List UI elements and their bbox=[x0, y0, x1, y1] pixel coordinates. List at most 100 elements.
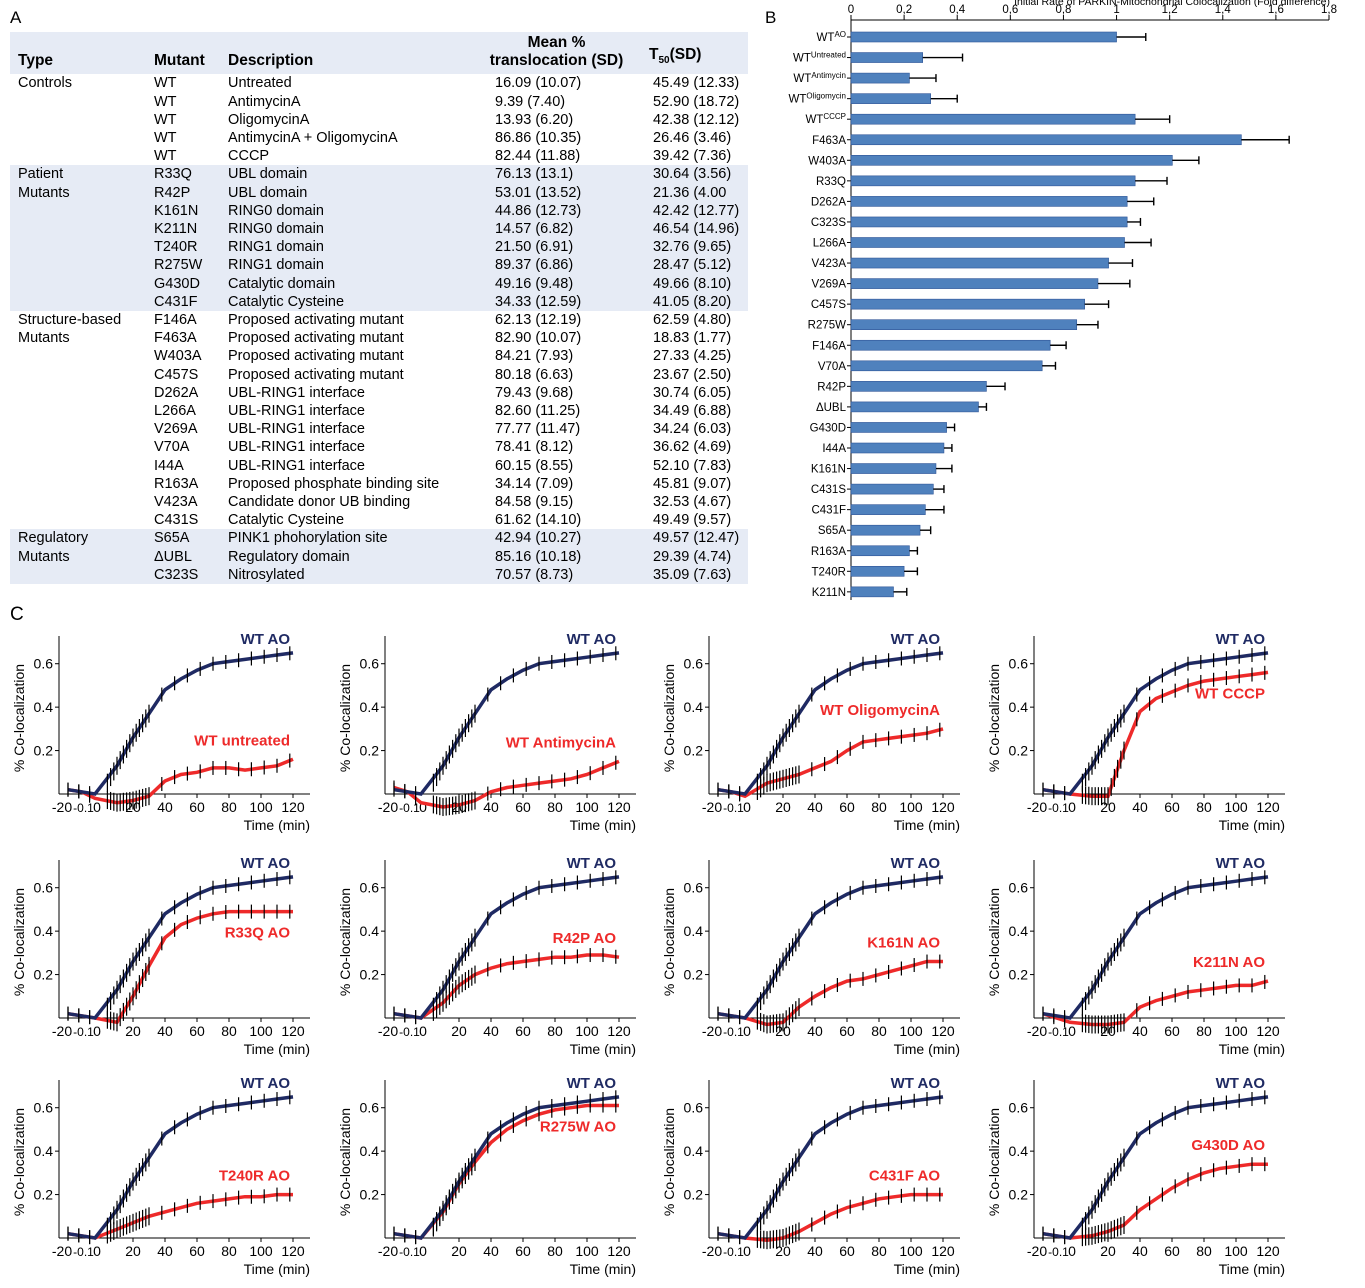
mutant-cell: ΔUBL bbox=[154, 547, 228, 566]
y-tick-label: 0.2 bbox=[1009, 743, 1029, 759]
table-row: W403A Proposed activating mutant 84.21 (7.… bbox=[10, 347, 748, 365]
x-tick-label: 120 bbox=[281, 799, 305, 815]
mutant-cell: R33Q bbox=[154, 165, 228, 184]
type-cell bbox=[10, 565, 154, 585]
x-tick-label: 120 bbox=[607, 1243, 631, 1259]
x-tick-label: 0,8 bbox=[1055, 4, 1071, 16]
x-tick-label: 0,4 bbox=[949, 4, 966, 16]
category-label: WTOligomycin bbox=[789, 92, 846, 106]
x-tick-label: 40 bbox=[807, 799, 823, 815]
mutant-series-line bbox=[393, 953, 620, 1020]
mutant-cell: G430D bbox=[154, 274, 228, 293]
mean-translocation-cell: 85.16 (10.18) bbox=[468, 547, 645, 566]
t50-cell: 52.90 (18.72) bbox=[653, 93, 740, 110]
x-tick-label: -0.1 bbox=[399, 801, 420, 815]
x-tick-label: 60 bbox=[1164, 1023, 1180, 1039]
wt-ao-series-line bbox=[67, 651, 294, 796]
timecourse-plot: 0.20.40.6% Co-localization-20 -0.1 0 20 40 60… bbox=[337, 631, 636, 833]
y-tick-label: 0.4 bbox=[34, 699, 54, 715]
mutant-cell: C431F bbox=[154, 292, 228, 312]
description-cell: Untreated bbox=[228, 75, 292, 92]
x-tick-label: 40 bbox=[1132, 1243, 1148, 1259]
x-tick-label: 120 bbox=[1256, 1243, 1280, 1259]
x-tick-label: 80 bbox=[1196, 1023, 1212, 1039]
description-cell: Regulatory domain bbox=[228, 547, 468, 566]
mutant-cell: V269A bbox=[154, 421, 198, 438]
y-tick-label: 0.2 bbox=[34, 743, 54, 759]
wt-ao-series-label: WT AO bbox=[1216, 1075, 1266, 1092]
type-cell bbox=[10, 93, 154, 111]
table-row: Mutants ΔUBL Regulatory domain 85.16 (10.18… bbox=[10, 547, 748, 566]
y-tick-label: 0.6 bbox=[1009, 880, 1029, 896]
x-tick-label: 120 bbox=[607, 1023, 631, 1039]
x-tick-label: -0.1 bbox=[73, 1245, 94, 1259]
timecourse-plot: 0.20.40.6% Co-localization-20 -0.1 0 20 40 60… bbox=[661, 1075, 960, 1277]
description-cell: UBL domain bbox=[228, 183, 468, 202]
mean-translocation-cell: 34.14 (7.09) bbox=[495, 475, 574, 492]
header-t50: T50(SD) bbox=[645, 32, 748, 75]
description-cell: UBL domain bbox=[228, 165, 468, 184]
category-label: C323S bbox=[811, 217, 846, 229]
x-tick-label: -20 bbox=[52, 1243, 72, 1259]
x-tick-label: -20 bbox=[378, 799, 398, 815]
description-cell: RING0 domain bbox=[228, 220, 468, 239]
category-label: K211N bbox=[812, 587, 846, 599]
timecourse-plot: 0.20.40.6% Co-localization-20 -0.1 0 20 40 60… bbox=[11, 855, 310, 1057]
y-axis-title: % Co-localization bbox=[337, 664, 353, 772]
table-row: T240R RING1 domain 21.50 (6.91) 32.76 (9.65… bbox=[10, 238, 748, 257]
bar bbox=[850, 483, 934, 495]
mutant-series-label: C431F AO bbox=[869, 1168, 940, 1185]
wt-ao-series-label: WT AO bbox=[241, 855, 291, 872]
y-tick-label: 0.4 bbox=[360, 699, 380, 715]
type-cell bbox=[10, 238, 154, 257]
x-tick-label: 120 bbox=[1256, 799, 1280, 815]
category-label: V423A bbox=[811, 258, 846, 270]
type-cell: Controls bbox=[18, 75, 72, 92]
mutant-cell: T240R bbox=[154, 238, 228, 257]
type-cell bbox=[10, 384, 154, 402]
category-label: WTAntimycin bbox=[793, 71, 846, 85]
timecourse-plot: 0.20.40.6% Co-localization-20 -0.1 0 20 40 60… bbox=[986, 631, 1285, 833]
header-mutant: Mutant bbox=[154, 32, 228, 75]
x-tick-label: 100 bbox=[899, 1023, 923, 1039]
mean-translocation-cell: 34.33 (12.59) bbox=[468, 292, 645, 312]
description-cell: PINK1 phohorylation site bbox=[228, 529, 468, 548]
mean-translocation-cell: 89.37 (6.86) bbox=[468, 256, 645, 275]
x-tick-label: 80 bbox=[1196, 799, 1212, 815]
t50-cell: 32.53 (4.67) bbox=[653, 494, 732, 511]
t50-cell: 30.74 (6.05) bbox=[653, 384, 732, 401]
t50-cell: 41.05 (8.20) bbox=[645, 292, 748, 312]
table-row: Patient R33Q UBL domain 76.13 (13.1) 30.64 (… bbox=[10, 165, 748, 184]
x-tick-label: -20 bbox=[1027, 1243, 1047, 1259]
y-tick-label: 0.2 bbox=[684, 967, 704, 983]
description-cell: Catalytic Cysteine bbox=[228, 292, 468, 312]
y-tick-label: 0.2 bbox=[1009, 967, 1029, 983]
t50-cell: 39.42 (7.36) bbox=[653, 148, 732, 165]
y-axis-title: % Co-localization bbox=[11, 888, 27, 996]
table-row: V423A Candidate donor UB binding 84.58 (9.… bbox=[10, 493, 748, 511]
x-tick-label: 40 bbox=[157, 1243, 173, 1259]
y-tick-label: 0.4 bbox=[1009, 1143, 1029, 1159]
table-row: WT OligomycinA 13.93 (6.20) 42.38 (12.12) bbox=[10, 111, 748, 129]
wt-ao-series-line bbox=[67, 875, 294, 1020]
x-axis-title: Time (min) bbox=[894, 817, 960, 833]
x-tick-label: 120 bbox=[931, 799, 955, 815]
category-label: WTCCCP bbox=[805, 112, 846, 126]
type-cell bbox=[10, 493, 154, 511]
x-tick-label: 100 bbox=[249, 1243, 273, 1259]
bar bbox=[850, 72, 910, 84]
mutant-series-line bbox=[1042, 670, 1269, 798]
x-tick-label: -0.1 bbox=[73, 1025, 94, 1039]
timecourse-plot: 0.20.40.6% Co-localization-20 -0.1 0 20 40 60… bbox=[11, 631, 310, 833]
wt-ao-series-label: WT AO bbox=[891, 631, 941, 648]
x-tick-label: 40 bbox=[483, 1243, 499, 1259]
mutant-series-label: R275W AO bbox=[540, 1119, 616, 1136]
category-label: S65A bbox=[818, 525, 846, 537]
x-tick-label: 80 bbox=[547, 1243, 563, 1259]
bar bbox=[850, 216, 1128, 228]
x-tick-label: 0 bbox=[93, 799, 101, 815]
x-axis-title: Initial Rate of PARKIN-Mitochondrial Col… bbox=[1014, 0, 1330, 8]
y-tick-label: 0.6 bbox=[684, 656, 704, 672]
y-axis-title: % Co-localization bbox=[661, 1108, 677, 1216]
type-cell bbox=[10, 292, 154, 312]
